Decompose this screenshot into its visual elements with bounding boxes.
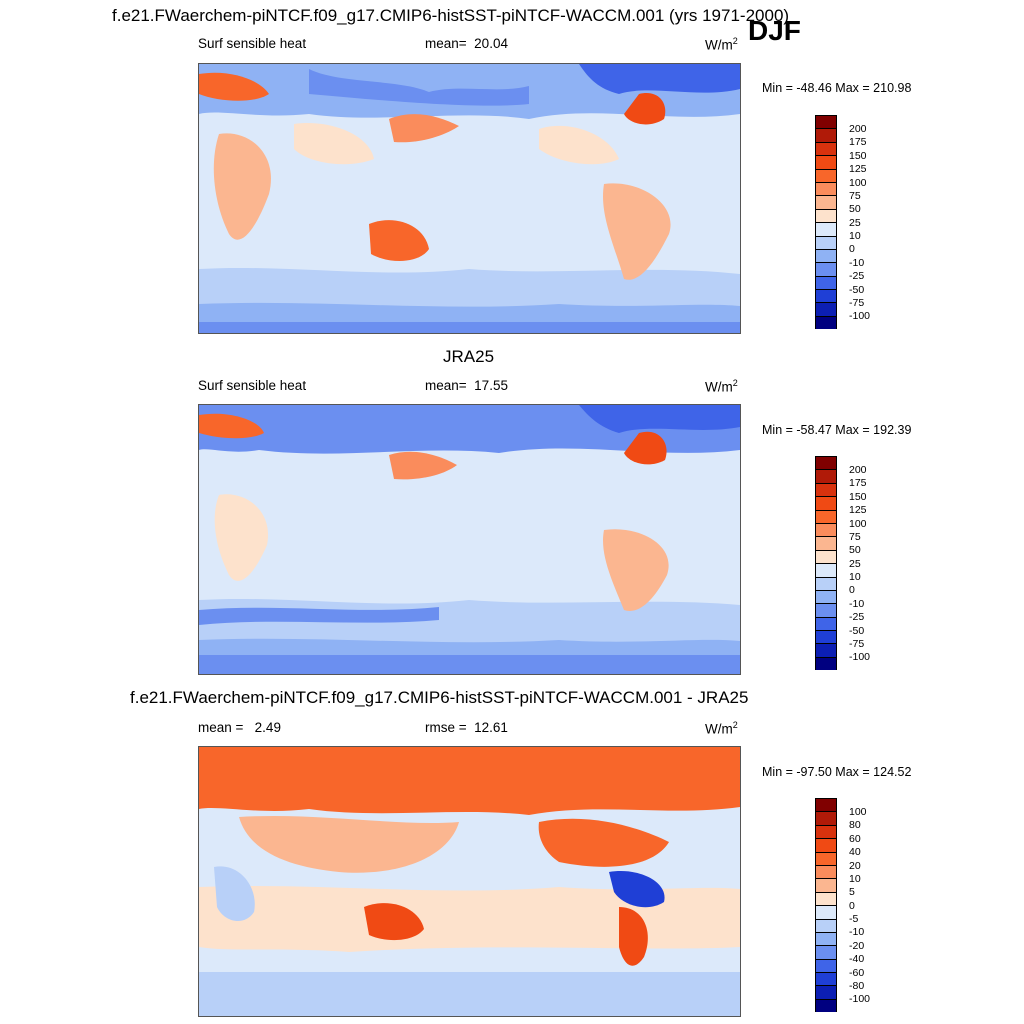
panel-2-minmax: Min = -58.47 Max = 192.39 (762, 423, 912, 437)
panel-1-map-field (199, 64, 740, 333)
panel-1-colorbar (815, 115, 837, 329)
panel-1-units: W/m2 (705, 36, 738, 53)
panel-1-variable: Surf sensible heat (198, 36, 307, 51)
panel-3-rmse: rmse = 12.61 (425, 720, 508, 735)
season-label: DJF (748, 15, 801, 46)
panel-1-minmax: Min = -48.46 Max = 210.98 (762, 81, 912, 95)
panel-3-minmax: Min = -97.50 Max = 124.52 (762, 765, 912, 779)
panel-2-colorbar (815, 456, 837, 670)
panel-3-title: f.e21.FWaerchem-piNTCF.f09_g17.CMIP6-his… (130, 688, 749, 707)
panel-2-map-field (199, 405, 740, 674)
panel-2-variable: Surf sensible heat (198, 378, 307, 393)
panel-2-mean: mean= 17.55 (425, 378, 508, 393)
panel-2-units: W/m2 (705, 378, 738, 395)
panel-2-title: JRA25 (443, 347, 495, 366)
panel-3-map (198, 746, 741, 1017)
panel-2-map (198, 404, 741, 675)
panel-3-units: W/m2 (705, 720, 738, 737)
panel-1-mean: mean= 20.04 (425, 36, 508, 51)
panel-1-title: f.e21.FWaerchem-piNTCF.f09_g17.CMIP6-his… (112, 6, 790, 25)
panel-3-mean: mean = 2.49 (198, 720, 281, 735)
panel-3-colorbar (815, 798, 837, 1012)
panel-1-map (198, 63, 741, 334)
panel-3-map-field (199, 747, 740, 1016)
